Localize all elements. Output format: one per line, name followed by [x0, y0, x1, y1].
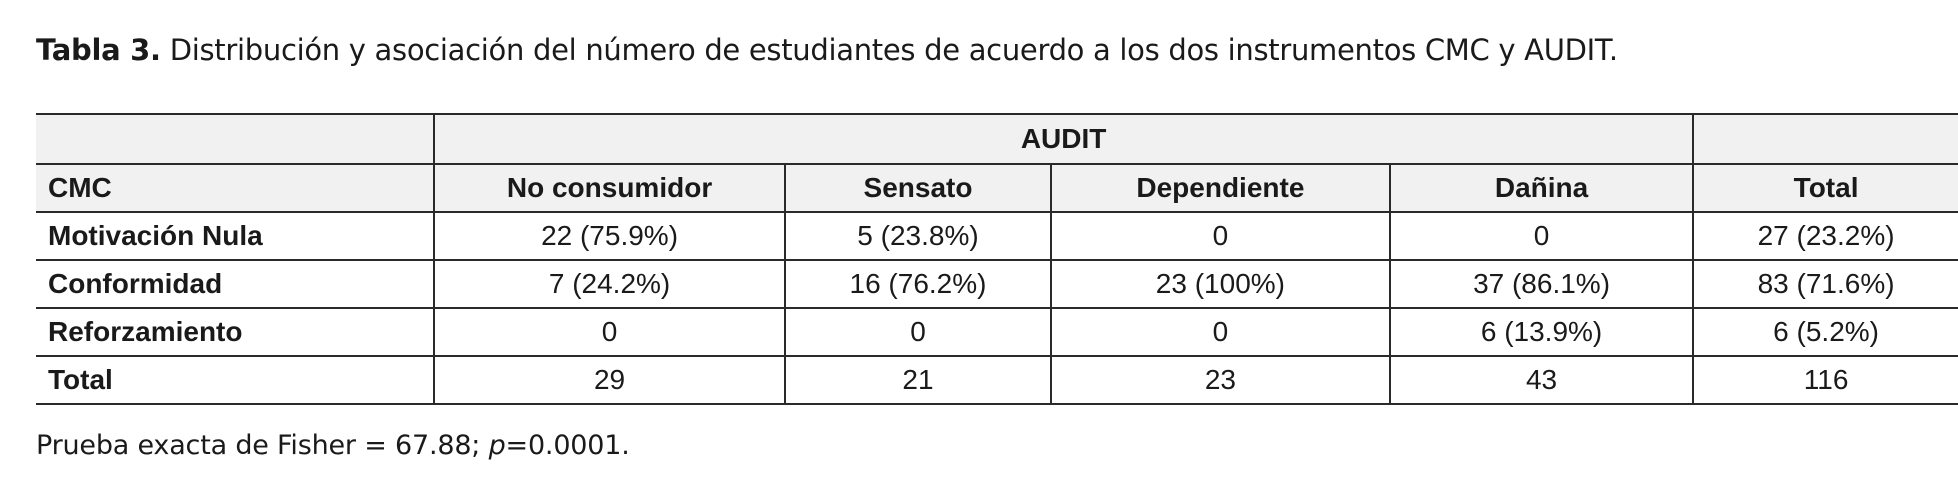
table-cell: 0 — [432, 308, 786, 357]
data-table: AUDIT CMC No consumidor Sensato Dependie… — [36, 113, 1958, 405]
row-label: Total — [36, 356, 434, 405]
column-header-no-consumidor: No consumidor — [432, 164, 786, 213]
table-row: Motivación Nula 22 (75.9%) 5 (23.8%) 0 0… — [36, 212, 1958, 261]
caption-text: Distribución y asociación del número de … — [169, 33, 1618, 67]
table-caption: Tabla 3. Distribución y asociación del n… — [36, 30, 1618, 70]
table-cell: 37 (86.1%) — [1388, 260, 1694, 309]
audit-group-header: AUDIT — [432, 113, 1694, 165]
table-row: Conformidad 7 (24.2%) 16 (76.2%) 23 (100… — [36, 260, 1958, 309]
row-label: Reforzamiento — [36, 308, 434, 357]
table-cell: 5 (23.8%) — [784, 212, 1051, 261]
table-row: Reforzamiento 0 0 0 6 (13.9%) 6 (5.2%) — [36, 308, 1958, 357]
p-symbol: p — [488, 430, 506, 461]
note-suffix: =0.0001. — [505, 430, 630, 461]
statistical-note: Prueba exacta de Fisher = 67.88; p=0.000… — [36, 428, 630, 464]
table-cell: 6 (13.9%) — [1388, 308, 1694, 357]
table-cell: 116 — [1692, 356, 1958, 405]
group-header-row: AUDIT — [36, 113, 1958, 165]
table-cell: 21 — [784, 356, 1051, 405]
table-cell: 83 (71.6%) — [1692, 260, 1958, 309]
caption-label: Tabla 3. — [36, 33, 161, 67]
column-header-dependiente: Dependiente — [1049, 164, 1390, 213]
table-cell: 23 — [1049, 356, 1390, 405]
table-cell: 0 — [1049, 212, 1390, 261]
table-cell: 0 — [784, 308, 1051, 357]
column-header-sensato: Sensato — [784, 164, 1051, 213]
table-cell: 22 (75.9%) — [432, 212, 786, 261]
note-prefix: Prueba exacta de Fisher = 67.88; — [36, 430, 489, 461]
row-label: Conformidad — [36, 260, 434, 309]
table-cell: 23 (100%) — [1049, 260, 1390, 309]
table-cell: 6 (5.2%) — [1692, 308, 1958, 357]
row-label: Motivación Nula — [36, 212, 434, 261]
table-row-total: Total 29 21 23 43 116 — [36, 356, 1958, 405]
table-cell: 0 — [1049, 308, 1390, 357]
table-cell: 43 — [1388, 356, 1694, 405]
table-cell: 29 — [432, 356, 786, 405]
table-cell: 0 — [1388, 212, 1694, 261]
table-cell: 7 (24.2%) — [432, 260, 786, 309]
column-header-row: CMC No consumidor Sensato Dependiente Da… — [36, 164, 1958, 213]
table-cell: 27 (23.2%) — [1692, 212, 1958, 261]
column-header-cmc: CMC — [36, 164, 434, 213]
column-header-total: Total — [1692, 164, 1958, 213]
empty-header-cell — [1692, 113, 1958, 165]
column-header-danina: Dañina — [1388, 164, 1694, 213]
table-cell: 16 (76.2%) — [784, 260, 1051, 309]
empty-header-cell — [36, 113, 434, 165]
